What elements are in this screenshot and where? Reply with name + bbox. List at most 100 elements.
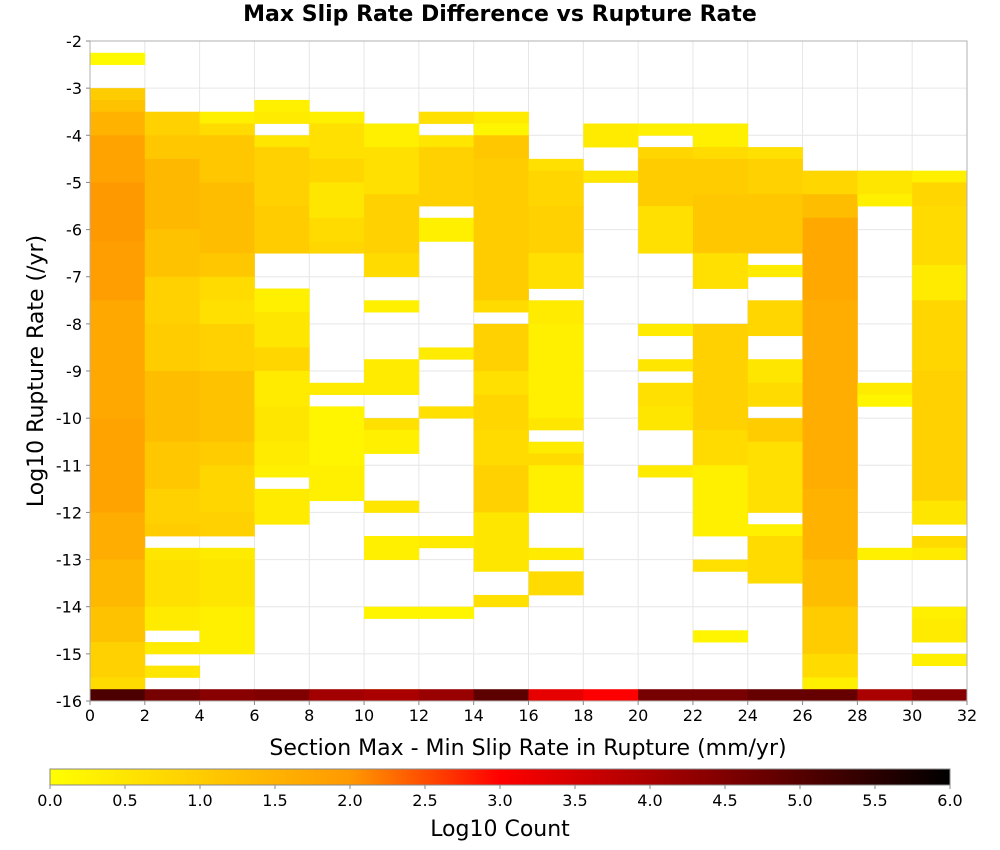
heatmap-cell xyxy=(364,253,420,278)
heatmap-cell xyxy=(144,371,201,443)
heatmap-cell xyxy=(199,111,255,124)
heatmap-cell xyxy=(692,253,749,289)
x-tick-label: 32 xyxy=(957,706,977,725)
heatmap-cell xyxy=(90,135,146,183)
y-tick-label: -7 xyxy=(66,268,82,287)
heatmap-cell xyxy=(309,465,365,502)
x-axis-label: Section Max - Min Slip Rate in Rupture (… xyxy=(269,736,786,761)
heatmap-cell xyxy=(638,323,694,337)
heatmap-cell xyxy=(747,382,803,407)
heatmap-cell xyxy=(802,606,858,655)
x-tick-label: 4 xyxy=(195,706,205,725)
heatmap-cell xyxy=(802,488,858,560)
heatmap-cell xyxy=(254,111,310,124)
colorbar-tick-label: 6.0 xyxy=(937,791,962,810)
heatmap-cell xyxy=(309,123,365,160)
x-tick-label: 22 xyxy=(683,706,703,725)
colorbar-tick-label: 0.5 xyxy=(112,791,137,810)
heatmap-cell xyxy=(638,465,694,478)
y-tick-label: -13 xyxy=(56,551,82,570)
heatmap-cell xyxy=(583,170,639,183)
heatmap-cell xyxy=(747,441,803,513)
heatmap-cell xyxy=(583,123,639,148)
colorbar-tick-label: 3.5 xyxy=(562,791,587,810)
heatmap-cell xyxy=(309,158,365,183)
heatmap-cell xyxy=(912,170,968,183)
heatmap-cell xyxy=(364,300,420,313)
x-tick-label: 12 xyxy=(409,706,429,725)
x-tick-label: 20 xyxy=(628,706,648,725)
colorbar-ticks: 0.0 0.5 1.0 1.5 2.0 2.5 3.0 3.5 4.0 4.5 5.0 5.5 6.0 xyxy=(37,785,963,810)
colorbar-tick-label: 5.0 xyxy=(787,791,812,810)
heatmap-cell xyxy=(473,371,529,395)
heatmap-cell-bottom xyxy=(912,689,968,701)
colorbar-tick-label: 4.0 xyxy=(637,791,662,810)
heatmap-cell xyxy=(144,158,201,230)
heatmap-cell xyxy=(473,158,529,301)
heatmap-cell xyxy=(528,465,584,513)
heatmap-cell xyxy=(90,300,146,419)
heatmap-cell xyxy=(364,359,420,395)
heatmap-cell xyxy=(144,135,201,160)
x-tick-label: 16 xyxy=(518,706,538,725)
colorbar-tick-label: 5.5 xyxy=(862,791,887,810)
heatmap-cell xyxy=(199,123,255,136)
heatmap-cell xyxy=(857,394,913,407)
heatmap-cell xyxy=(254,488,310,525)
heatmap-cell xyxy=(199,441,255,466)
x-tick-label: 18 xyxy=(573,706,593,725)
heatmap-cell-bottom xyxy=(747,689,803,701)
heatmap-cell xyxy=(692,559,749,572)
y-tick-label: -3 xyxy=(66,79,82,98)
heatmap-cell xyxy=(802,194,858,219)
heatmap-cell xyxy=(528,253,584,289)
heatmap-cell-bottom xyxy=(90,689,146,701)
heatmap-cell xyxy=(912,618,968,643)
heatmap-cell xyxy=(802,559,858,608)
heatmap-cell xyxy=(912,300,968,372)
heatmap-cell xyxy=(638,123,694,136)
heatmap-cell xyxy=(90,241,146,301)
x-tick-label: 10 xyxy=(354,706,374,725)
heatmap-cell xyxy=(364,123,420,148)
heatmap-cell xyxy=(857,382,913,395)
heatmap-cell xyxy=(528,571,584,596)
y-tick-label: -4 xyxy=(66,126,82,145)
heatmap-cell xyxy=(473,111,529,124)
heatmap-cell xyxy=(857,170,913,195)
y-tick-label: -10 xyxy=(56,409,82,428)
heatmap-cell xyxy=(144,441,201,490)
colorbar-tick-label: 0.0 xyxy=(37,791,62,810)
heatmap-cell-bottom xyxy=(254,689,310,701)
heatmap-cell xyxy=(912,536,968,549)
heatmap-cell xyxy=(802,217,858,301)
heatmap-cell xyxy=(528,158,584,172)
heatmap-cell xyxy=(144,642,201,655)
heatmap-cell-bottom xyxy=(802,689,858,701)
heatmap-cell xyxy=(692,630,749,643)
heatmap-cell xyxy=(364,194,420,254)
heatmap-cell xyxy=(857,547,913,560)
heatmap-cell xyxy=(912,182,968,207)
heatmap-cell xyxy=(309,241,365,254)
heatmap-cell xyxy=(747,300,803,337)
heatmap-cell xyxy=(199,300,255,325)
y-tick-label: -12 xyxy=(56,503,82,522)
heatmap-cell xyxy=(364,147,420,195)
heatmap-cell-bottom xyxy=(857,689,913,701)
heatmap-cell xyxy=(528,323,584,419)
x-tick-label: 8 xyxy=(304,706,314,725)
y-tick-label: -11 xyxy=(56,456,82,475)
heatmap-cell xyxy=(912,371,968,502)
heatmap-cell-bottom xyxy=(364,689,420,701)
heatmap-cell-bottom xyxy=(638,689,694,701)
heatmap-cell xyxy=(528,206,584,254)
heatmap-cell xyxy=(199,135,255,183)
heatmap-cell xyxy=(364,536,420,560)
heatmap-cell xyxy=(638,406,694,431)
heatmap-cell xyxy=(747,359,803,384)
heatmap-cell xyxy=(254,465,310,478)
heatmap-cell xyxy=(144,323,201,372)
y-tick-label: -2 xyxy=(66,32,82,51)
